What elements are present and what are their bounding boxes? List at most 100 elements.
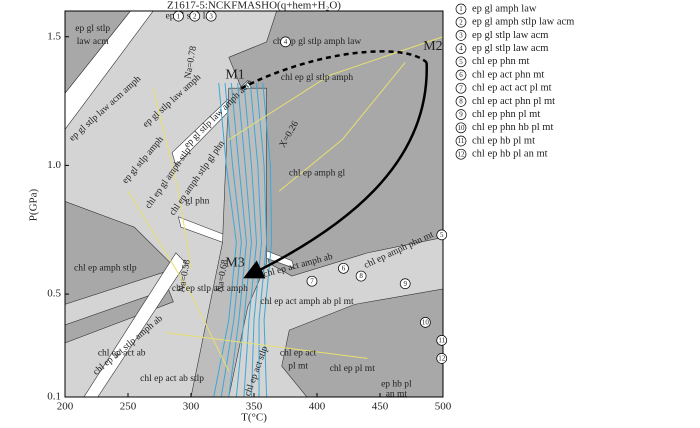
x-tick-label: 500	[435, 401, 452, 413]
pt-path-prograde	[240, 50, 428, 90]
y-tick-label: 0.5	[47, 288, 61, 300]
legend-label: chl ep phn mt	[472, 56, 530, 67]
legend-number: 9	[459, 111, 463, 119]
legend-circle	[455, 30, 467, 41]
field-label: chl ep act ab stlp	[140, 374, 204, 384]
legend-label: ep gl stlp law acm	[472, 43, 548, 54]
field-label: chl ep act amph ab pl mt	[260, 297, 354, 307]
y-tick-label: 1.0	[47, 159, 61, 171]
legend-label: ep gl stlp law acm	[472, 30, 548, 41]
field-label: pl mt	[288, 361, 308, 371]
field-label: chl ep gl stlp amph law	[273, 37, 362, 47]
chart-title: Z1617-5:NCKFMASHO(q+hem+H₂O)	[167, 0, 341, 12]
marker-circle	[420, 317, 431, 328]
isopleth	[228, 83, 247, 397]
x-tick-label: 350	[246, 401, 263, 413]
legend-circle	[455, 69, 467, 81]
legend-number: 6	[459, 71, 463, 79]
x-tick-label: 300	[183, 401, 200, 413]
pt-path-retrograde	[243, 62, 428, 279]
marker-circle	[355, 270, 367, 282]
isopleth	[152, 88, 192, 269]
marker-circle	[436, 229, 448, 241]
field-label: chl ep stlp act amph	[172, 284, 248, 294]
marker-circle	[280, 36, 291, 48]
x-tick-label: 450	[372, 401, 389, 413]
marker-circle	[189, 10, 201, 22]
marker-circle	[436, 335, 448, 346]
marker-circle	[306, 275, 318, 287]
legend-circle	[455, 3, 467, 15]
isopleth	[228, 36, 443, 141]
x-tick-label: 250	[120, 401, 137, 413]
legend-number: 8	[459, 98, 463, 106]
x-tick-label: 400	[309, 401, 326, 413]
marker-circle	[173, 10, 184, 22]
legend-circle	[455, 16, 467, 28]
field-label: chl ep gl stlp amph	[281, 73, 354, 83]
legend-circle	[455, 96, 467, 107]
field-label: chl ep act ab	[98, 348, 146, 358]
legend-label: chl ep hb pl mt	[472, 135, 535, 146]
legend-label: chl ep phn pl mt	[472, 109, 540, 120]
marker-number: 6	[342, 264, 346, 272]
legend-circle	[455, 148, 467, 160]
marker-number: 5	[440, 231, 444, 239]
field-label: chl ep pl mt	[330, 364, 375, 374]
plot-area	[64, 10, 444, 398]
legend-circle	[455, 56, 467, 68]
marker-number: 3	[209, 12, 213, 20]
legend-number: 5	[459, 58, 463, 66]
field-label: ep hb pl	[381, 379, 412, 389]
field-label: gl phn	[185, 197, 209, 207]
marker-number: 9	[403, 280, 407, 288]
legend-label: chl ep act phn pl mt	[472, 96, 555, 107]
marker-number: 7	[310, 277, 314, 285]
y-tick-label: 0.1	[47, 391, 61, 403]
isopleth	[127, 190, 230, 372]
legend-number: 7	[459, 84, 463, 92]
marker-number: 10	[422, 318, 430, 326]
legend-number: 12	[458, 150, 466, 158]
legend-number: 1	[459, 5, 463, 13]
isopleth	[213, 83, 237, 397]
field-label: law acm	[77, 37, 110, 47]
legend-number: 10	[458, 124, 466, 132]
legend-label: ep gl amph stlp law acm	[472, 17, 574, 28]
field-label: chl ep amph stlp	[74, 264, 137, 274]
legend-circle	[455, 122, 467, 134]
marker-circle	[205, 10, 217, 22]
field-label: an mt	[386, 390, 408, 400]
marker-circle	[436, 353, 448, 364]
legend-number: 4	[459, 45, 463, 53]
y-tick-label: 1.5	[47, 30, 61, 42]
legend-label: chl ep act act pl mt	[472, 83, 552, 94]
legend-label: ep gl amph law	[472, 3, 537, 14]
marker-circle	[399, 278, 411, 290]
isopleth	[165, 332, 368, 359]
marker-number: 2	[193, 12, 197, 20]
isopleth	[249, 83, 263, 397]
point-label: M2	[423, 39, 442, 54]
phase-field	[190, 87, 267, 397]
field-label: ep gl stlp	[75, 24, 110, 34]
point-label: M1	[225, 68, 244, 83]
legend-number: 2	[459, 18, 463, 26]
isopleth	[243, 83, 258, 397]
x-tick-label: 200	[57, 401, 74, 413]
marker-number: 4	[284, 38, 288, 46]
phase-field	[281, 288, 443, 397]
marker-number: 11	[438, 336, 445, 344]
point-label: M3	[225, 255, 244, 270]
legend-label: chl ep hb pl an mt	[472, 149, 548, 160]
legend-number: 3	[459, 32, 463, 40]
marker-number: 12	[438, 355, 446, 363]
field-label: chl ep amph gl	[289, 168, 346, 178]
legend-circle	[455, 109, 467, 120]
legend-circle	[455, 135, 467, 147]
isopleth	[256, 83, 268, 397]
legend-label: chl ep phn hb pl mt	[472, 122, 553, 133]
isopleth	[220, 83, 242, 397]
